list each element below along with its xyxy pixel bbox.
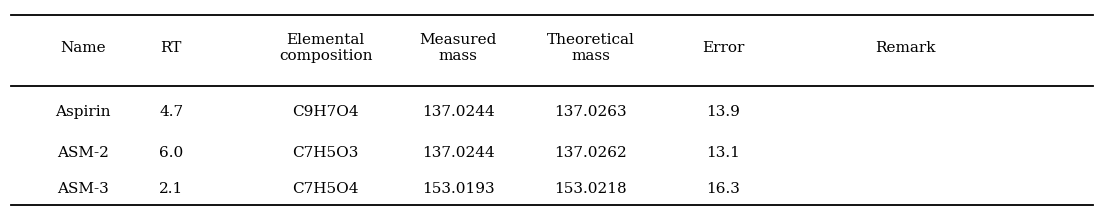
Text: 153.0218: 153.0218 [554, 182, 627, 196]
Text: ASM-2: ASM-2 [57, 146, 108, 160]
Text: Error: Error [702, 41, 744, 55]
Text: 6.0: 6.0 [159, 146, 183, 160]
Text: Name: Name [60, 41, 106, 55]
Text: 13.9: 13.9 [707, 105, 740, 119]
Text: C7H5O3: C7H5O3 [293, 146, 359, 160]
Text: 4.7: 4.7 [159, 105, 183, 119]
Text: 137.0262: 137.0262 [554, 146, 627, 160]
Text: RT: RT [160, 41, 182, 55]
Text: Remark: Remark [875, 41, 935, 55]
Text: 137.0244: 137.0244 [422, 146, 495, 160]
Text: 16.3: 16.3 [707, 182, 740, 196]
Text: ASM-3: ASM-3 [57, 182, 108, 196]
Text: 13.1: 13.1 [707, 146, 740, 160]
Text: 137.0244: 137.0244 [422, 105, 495, 119]
Text: 137.0263: 137.0263 [554, 105, 627, 119]
Text: Aspirin: Aspirin [55, 105, 110, 119]
Text: C9H7O4: C9H7O4 [293, 105, 359, 119]
Text: 153.0193: 153.0193 [422, 182, 495, 196]
Text: Theoretical
mass: Theoretical mass [546, 33, 635, 63]
Text: 2.1: 2.1 [159, 182, 183, 196]
Text: Elemental
composition: Elemental composition [279, 33, 372, 63]
Text: Measured
mass: Measured mass [420, 33, 497, 63]
Text: C7H5O4: C7H5O4 [293, 182, 359, 196]
